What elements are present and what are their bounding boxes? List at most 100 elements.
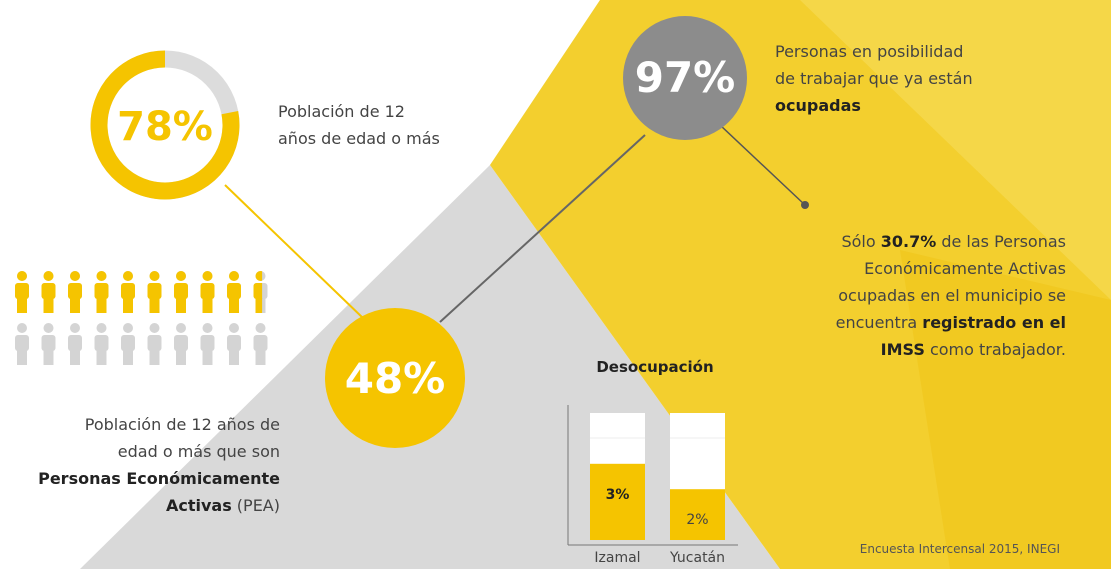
person [227, 323, 241, 365]
person-fill [68, 271, 82, 313]
person [147, 323, 162, 365]
imss-line: Económicamente Activas [864, 259, 1066, 278]
chart-title: Desocupación [596, 358, 713, 376]
person-head [70, 323, 80, 333]
imss-line: encuentra registrado en el [836, 313, 1066, 332]
caption-line: edad o más que son [118, 442, 280, 461]
person-body [15, 283, 29, 299]
person-legs [202, 350, 213, 365]
person-fill [121, 271, 135, 313]
person-fill [94, 271, 109, 313]
person-fill [253, 271, 263, 313]
person-legs [229, 350, 239, 365]
person-head [17, 271, 27, 281]
person-legs [176, 350, 186, 365]
person-legs [70, 298, 80, 313]
person-head [229, 323, 239, 333]
caption-line: Población de 12 [278, 102, 405, 121]
imss-part: Sólo [841, 232, 880, 251]
caption-part: (PEA) [232, 496, 280, 515]
person-legs [176, 298, 186, 313]
person [68, 323, 82, 365]
person-fill [15, 271, 29, 313]
person [200, 271, 215, 313]
person-legs [17, 298, 27, 313]
person [68, 271, 82, 313]
imss-part: IMSS [881, 340, 925, 359]
x-tick-label: Izamal [594, 550, 640, 566]
donut-value: 78% [117, 104, 213, 150]
imss-part: Económicamente Activas [864, 259, 1066, 278]
caption-line: años de edad o más [278, 129, 440, 148]
pea-circle [325, 308, 465, 448]
pictogram [15, 271, 268, 365]
imss-part: de las Personas [936, 232, 1066, 251]
person-body [200, 335, 215, 351]
person-head [202, 323, 213, 333]
imss-part: ocupadas en el municipio se [838, 286, 1066, 305]
person-body [94, 335, 109, 351]
yellow-facet [800, 0, 1111, 300]
person [121, 323, 135, 365]
person-body [200, 283, 215, 299]
person-legs [149, 298, 160, 313]
connector [439, 134, 646, 323]
donut: 78% [90, 50, 240, 200]
person-head [149, 323, 160, 333]
person-legs [17, 350, 27, 365]
caption-line: Personas Económicamente [38, 469, 280, 488]
person-body [253, 283, 263, 299]
caption-line: ocupadas [775, 96, 861, 115]
person [253, 271, 268, 313]
person-body [253, 335, 268, 351]
caption-bold: Activas [166, 496, 232, 515]
person-head [96, 271, 107, 281]
person-head [17, 323, 27, 333]
person-head [149, 271, 160, 281]
person-fill [174, 271, 188, 313]
person-body [121, 335, 135, 351]
person-body [94, 283, 109, 299]
person-head [255, 323, 266, 333]
person-body [174, 335, 188, 351]
employed-value: 97% [635, 53, 736, 102]
bar-chart: Desocupación 3% Izamal 2% Yucatán [567, 358, 738, 566]
bar [670, 489, 725, 540]
connector-dot [801, 201, 809, 209]
connector [224, 184, 366, 321]
person-legs [43, 350, 54, 365]
caption-line: Personas en posibilidad [775, 42, 963, 61]
person-legs [149, 350, 160, 365]
person-head [176, 271, 186, 281]
person-head [176, 323, 186, 333]
person-head [202, 271, 213, 281]
bar [590, 463, 645, 540]
person-legs [96, 298, 107, 313]
person-legs [255, 350, 266, 365]
person-head [70, 271, 80, 281]
person-body [174, 283, 188, 299]
person-body [41, 283, 56, 299]
person [41, 271, 56, 313]
person-body [147, 335, 162, 351]
imss-part: como trabajador. [925, 340, 1066, 359]
person-body [41, 335, 56, 351]
captions: Población de 12 años de edad o más Persona… [38, 42, 1066, 515]
person-body [147, 283, 162, 299]
person-fill [200, 271, 215, 313]
person-head [43, 271, 54, 281]
person [227, 271, 241, 313]
person-body [68, 283, 82, 299]
person-legs [229, 298, 239, 313]
pea-value: 48% [345, 354, 446, 403]
person-head [229, 271, 239, 281]
imss-part: 30.7% [881, 232, 937, 251]
yellow-facet [900, 250, 1111, 569]
person [15, 271, 29, 313]
person [174, 271, 188, 313]
person [253, 323, 268, 365]
imss-part: registrado en el [922, 313, 1066, 332]
person [94, 271, 109, 313]
caption-line: Población de 12 años de [85, 415, 280, 434]
